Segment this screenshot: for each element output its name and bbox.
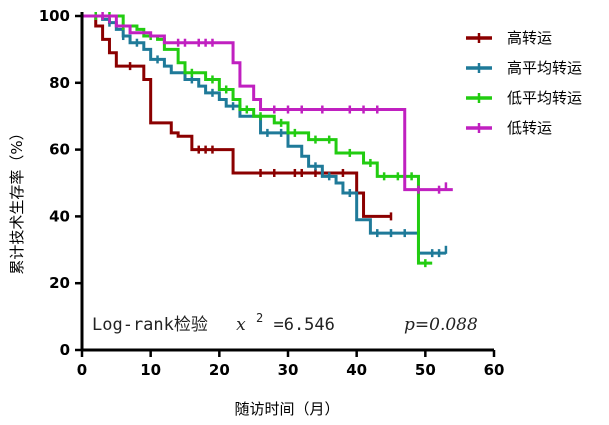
log-rank-test-label: Log-rank检验 <box>92 315 208 335</box>
axes <box>80 12 494 352</box>
y-tick-label: 40 <box>49 207 70 225</box>
chi-square-superscript: 2 <box>256 311 263 325</box>
y-tick-label: 60 <box>49 141 70 159</box>
legend-label: 低平均转运 <box>507 89 582 107</box>
chi-square-symbol: x <box>236 315 246 335</box>
x-axis-title: 随访时间（月） <box>234 400 339 418</box>
p-value: p=0.088 <box>404 315 478 335</box>
y-tick-label: 0 <box>60 341 70 359</box>
legend-label: 高平均转运 <box>507 59 582 77</box>
legend-item: 高转运 <box>466 29 552 47</box>
series-3-step-line <box>82 14 433 265</box>
x-tick-label: 20 <box>209 361 230 379</box>
chi-square-value: =6.546 <box>273 315 334 335</box>
series-4 <box>82 12 453 194</box>
series-1-step-line <box>82 14 391 218</box>
ticks: 0 10 20 30 40 50 60 0 20 40 60 80 100 <box>39 7 505 379</box>
log-rank-annotation: Log-rank检验 x 2 =6.546 <box>92 307 335 335</box>
survival-curves <box>82 12 453 268</box>
series-3 <box>82 12 433 268</box>
series-4-step-line <box>82 14 453 192</box>
series-2 <box>82 14 448 258</box>
series-2-step-line <box>82 14 446 255</box>
x-tick-label: 40 <box>346 361 367 379</box>
legend-label: 高转运 <box>507 29 552 47</box>
legend-item: 高平均转运 <box>466 59 582 77</box>
legend-label: 低转运 <box>507 119 552 137</box>
legend-item: 低平均转运 <box>466 89 582 107</box>
y-axis-title: 累计技术生存率（%） <box>8 125 26 274</box>
y-tick-label: 20 <box>49 274 70 292</box>
series-1 <box>82 14 393 221</box>
x-tick-label: 50 <box>415 361 436 379</box>
x-tick-label: 60 <box>484 361 505 379</box>
x-tick-label: 10 <box>140 361 161 379</box>
y-tick-label: 80 <box>49 74 70 92</box>
x-tick-label: 30 <box>278 361 299 379</box>
legend-item: 低转运 <box>466 119 552 137</box>
y-tick-label: 100 <box>39 7 70 25</box>
x-tick-label: 0 <box>77 361 87 379</box>
